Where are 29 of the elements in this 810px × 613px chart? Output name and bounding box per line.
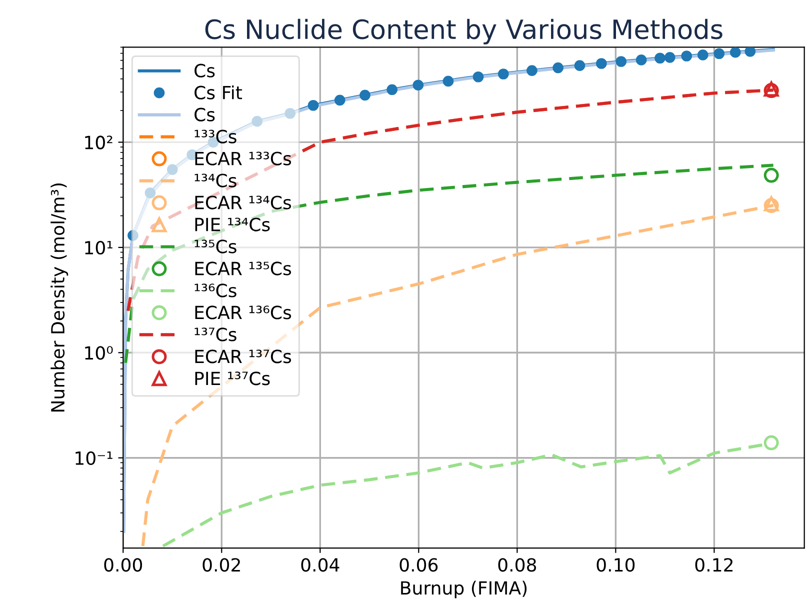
legend-label: ¹³⁴Cs — [194, 174, 236, 188]
x-tick-label: 0.10 — [596, 558, 635, 572]
x-tick-label: 0.12 — [695, 558, 732, 572]
legend-label: ¹³⁶Cs — [194, 284, 236, 298]
legend-label: ¹³³Cs — [194, 130, 236, 144]
chart-title: Cs Nuclide Content by Various Methods — [205, 18, 722, 44]
legend-label: Cs Fit — [194, 85, 242, 100]
legend-label: PIE ¹³⁴Cs — [195, 218, 270, 232]
legend-label: ¹³⁵Cs — [194, 240, 236, 254]
legend-label: Cs — [194, 64, 215, 78]
y-tick-label: 10⁰ — [85, 346, 113, 360]
y-tick-label: 10² — [85, 136, 112, 150]
y-axis-title: Number Density (mol/m³) — [50, 184, 68, 412]
legend-label: ECAR ¹³⁵Cs — [195, 262, 292, 276]
y-tick-label: 10¹ — [85, 240, 112, 255]
x-tick-label: 0.04 — [301, 558, 340, 572]
legend-label: ECAR ¹³³Cs — [195, 152, 292, 166]
legend-label: ECAR ¹³⁴Cs — [195, 196, 292, 210]
legend-label: PIE ¹³⁷Cs — [195, 372, 270, 386]
y-tick-label: 10⁻¹ — [76, 451, 112, 465]
x-axis-title: Burnup (FIMA) — [401, 580, 527, 598]
x-tick-label: 0.02 — [202, 558, 240, 572]
legend-label: ECAR ¹³⁶Cs — [195, 306, 292, 320]
legend-label: ¹³⁷Cs — [194, 328, 236, 342]
x-tick-label: 0.00 — [104, 558, 142, 572]
legend-label: ECAR ¹³⁷Cs — [195, 350, 292, 364]
x-tick-label: 0.08 — [498, 558, 536, 572]
legend-label: Cs — [194, 108, 215, 122]
x-tick-label: 0.06 — [400, 558, 438, 572]
